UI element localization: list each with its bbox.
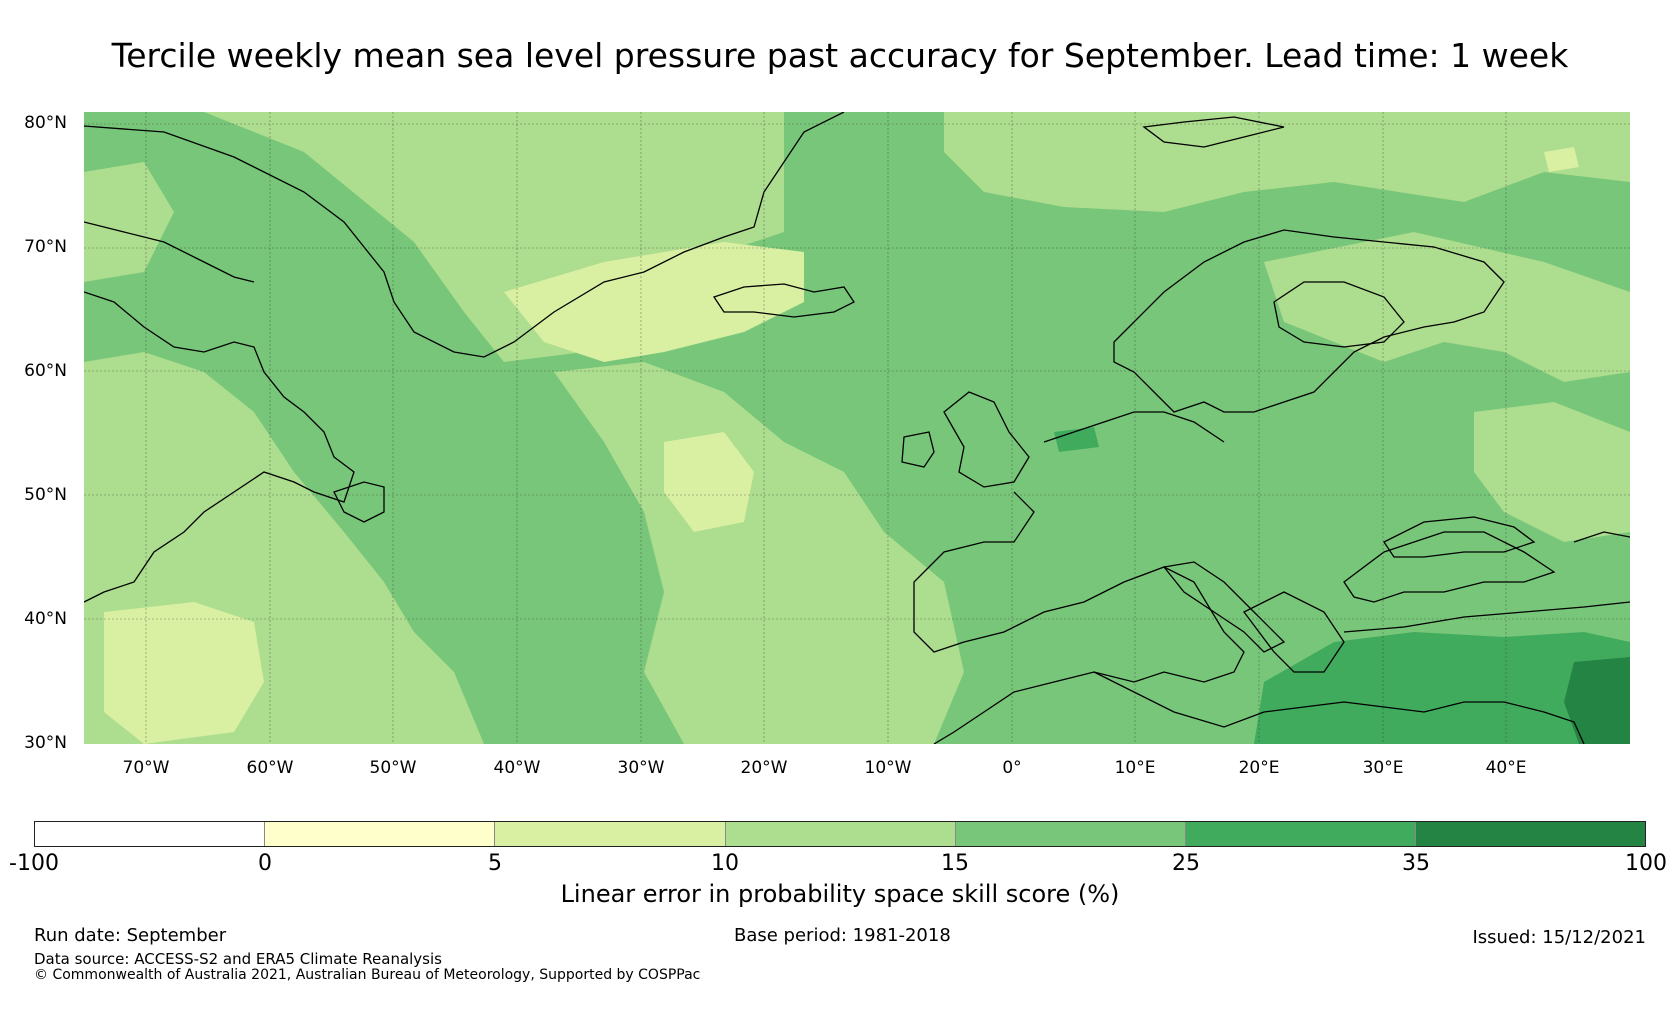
lon-label-60w: 60°W [246, 758, 294, 778]
lon-label-50w: 50°W [369, 758, 417, 778]
colorbar [34, 821, 1646, 847]
lon-label-40w: 40°W [493, 758, 541, 778]
lon-label-10e: 10°E [1114, 758, 1156, 778]
lat-label-70n: 70°N [24, 237, 67, 257]
skill-score-map [84, 112, 1630, 744]
colorbar-segment-5-10 [495, 822, 726, 846]
colorbar-segment-15-25 [955, 822, 1187, 846]
colorbar-segment-10-15 [725, 822, 956, 846]
lon-label-30w: 30°W [617, 758, 665, 778]
colorbar-segment-35-100 [1416, 822, 1645, 846]
colorbar-label: Linear error in probability space skill … [560, 880, 1120, 908]
base-period: Base period: 1981-2018 [734, 925, 951, 946]
colorbar-tick-100: 100 [1625, 851, 1667, 876]
colorbar-segment-neg100-0 [35, 822, 266, 846]
lon-label-0: 0° [1002, 758, 1022, 778]
lon-label-20e: 20°E [1238, 758, 1280, 778]
data-source: Data source: ACCESS-S2 and ERA5 Climate … [34, 950, 442, 968]
colorbar-tick-15: 15 [941, 851, 969, 876]
lon-label-10w: 10°W [864, 758, 912, 778]
coastlines [84, 112, 1630, 744]
colorbar-tick-5: 5 [488, 851, 502, 876]
lon-label-20w: 20°W [740, 758, 788, 778]
skill-field-10-15 [84, 112, 1630, 744]
skill-field-25-35 [1054, 427, 1630, 744]
lon-label-40e: 40°E [1485, 758, 1527, 778]
chart-title: Tercile weekly mean sea level pressure p… [111, 36, 1569, 75]
colorbar-tick-0: 0 [258, 851, 272, 876]
skill-field-35-100 [1564, 657, 1630, 744]
lat-label-60n: 60°N [24, 361, 67, 381]
colorbar-tick-neg100: -100 [9, 851, 59, 876]
issued-date: Issued: 15/12/2021 [1472, 927, 1646, 948]
skill-field-5-10 [104, 147, 1579, 744]
lat-label-80n: 80°N [24, 113, 67, 133]
colorbar-segment-25-35 [1186, 822, 1417, 846]
lon-label-30e: 30°E [1362, 758, 1404, 778]
run-date: Run date: September [34, 925, 227, 946]
colorbar-segment-0-5 [265, 822, 496, 846]
colorbar-tick-10: 10 [711, 851, 739, 876]
colorbar-tick-35: 35 [1402, 851, 1430, 876]
colorbar-tick-25: 25 [1172, 851, 1200, 876]
lat-label-40n: 40°N [24, 609, 67, 629]
lat-label-50n: 50°N [24, 485, 67, 505]
lat-label-30n: 30°N [24, 733, 67, 753]
lon-label-70w: 70°W [122, 758, 170, 778]
graticule [84, 112, 1630, 744]
copyright: © Commonwealth of Australia 2021, Austra… [34, 967, 701, 983]
